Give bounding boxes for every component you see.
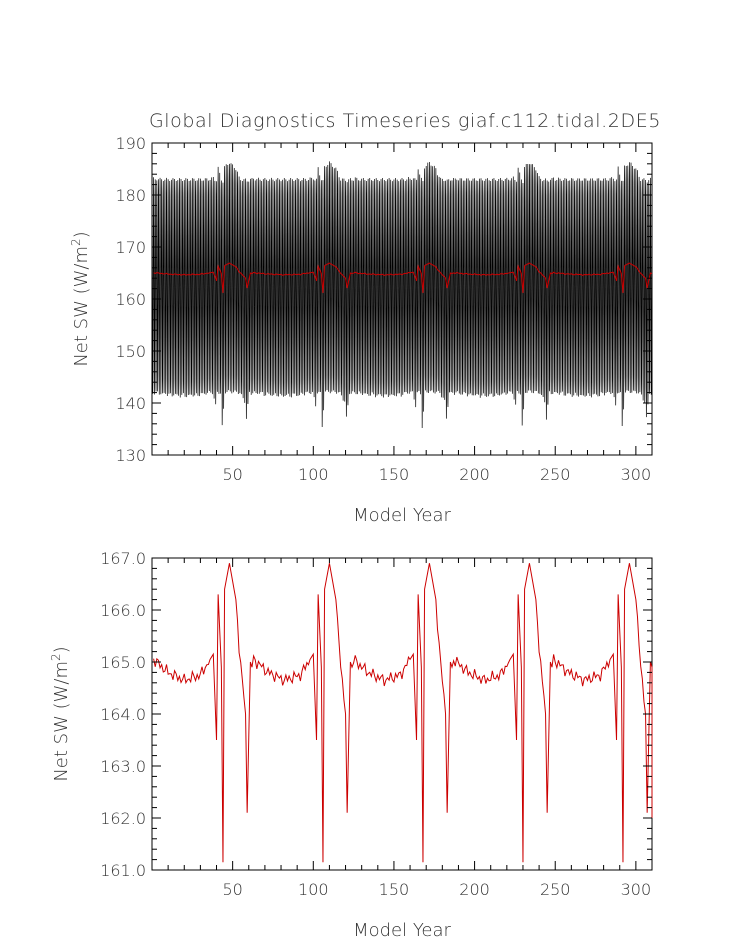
- y-tick-label: 190: [115, 134, 146, 153]
- tick-group: 50 100 150 200 250 300 130 140 150 160 170 180 190: [115, 134, 652, 484]
- y-axis-label-superscript: 2: [49, 653, 63, 661]
- y-tick-label: 160: [115, 290, 146, 309]
- x-tick-label: 100: [298, 880, 329, 899]
- x-tick-label: 50: [222, 465, 242, 484]
- y-tick-label: 150: [115, 342, 146, 361]
- y-tick-label: 166.0: [100, 601, 146, 620]
- series-group: [151, 161, 653, 428]
- chart-title: Global Diagnostics Timeseries giaf.c112.…: [149, 110, 661, 132]
- x-tick-label: 50: [222, 880, 242, 899]
- y-axis-label-close: ): [71, 231, 92, 238]
- series-line-net-sw-monthly: [151, 161, 653, 428]
- x-tick-label: 250: [540, 465, 571, 484]
- panel-top: 50 100 150 200 250 300 130 140 150 160 170 180 190 M…: [69, 134, 653, 526]
- x-tick-label: 200: [459, 465, 490, 484]
- y-axis-label-text: Net SW (W/m: [71, 246, 92, 367]
- y-tick-label: 167.0: [100, 549, 146, 568]
- y-tick-label: 161.0: [100, 861, 146, 880]
- y-axis-label: Net SW (W/m2): [49, 646, 72, 781]
- x-tick-label: 100: [298, 465, 329, 484]
- x-tick-label: 300: [621, 880, 652, 899]
- series-line-net-sw-annual: [153, 563, 653, 863]
- series-group: [153, 563, 653, 863]
- tick-group: 50 100 150 200 250 300 161.0 162.0 163.0 164.0 165…: [100, 549, 652, 899]
- y-tick-label: 165.0: [100, 653, 146, 672]
- panel-bottom: 50 100 150 200 250 300 161.0 162.0 163.0 164.0 165…: [49, 549, 653, 941]
- x-tick-label: 300: [621, 465, 652, 484]
- y-tick-label: 180: [115, 186, 146, 205]
- y-tick-label: 130: [115, 446, 146, 465]
- x-axis-label: Model Year: [353, 920, 451, 941]
- x-axis-label: Model Year: [353, 505, 451, 526]
- x-tick-label: 150: [379, 880, 410, 899]
- y-tick-label: 162.0: [100, 809, 146, 828]
- y-tick-label: 164.0: [100, 705, 146, 724]
- x-tick-label: 200: [459, 880, 490, 899]
- series-line-net-sw-annual-mean: [153, 262, 653, 294]
- y-axis-label-close: ): [51, 646, 72, 653]
- x-tick-label: 150: [379, 465, 410, 484]
- y-axis-label: Net SW (W/m2): [69, 231, 92, 366]
- y-tick-label: 140: [115, 394, 146, 413]
- y-tick-label: 170: [115, 238, 146, 257]
- y-axis-label-superscript: 2: [69, 238, 83, 246]
- plot-frame: [151, 557, 653, 871]
- y-tick-label: 163.0: [100, 757, 146, 776]
- x-tick-label: 250: [540, 880, 571, 899]
- y-axis-label-text: Net SW (W/m: [51, 661, 72, 782]
